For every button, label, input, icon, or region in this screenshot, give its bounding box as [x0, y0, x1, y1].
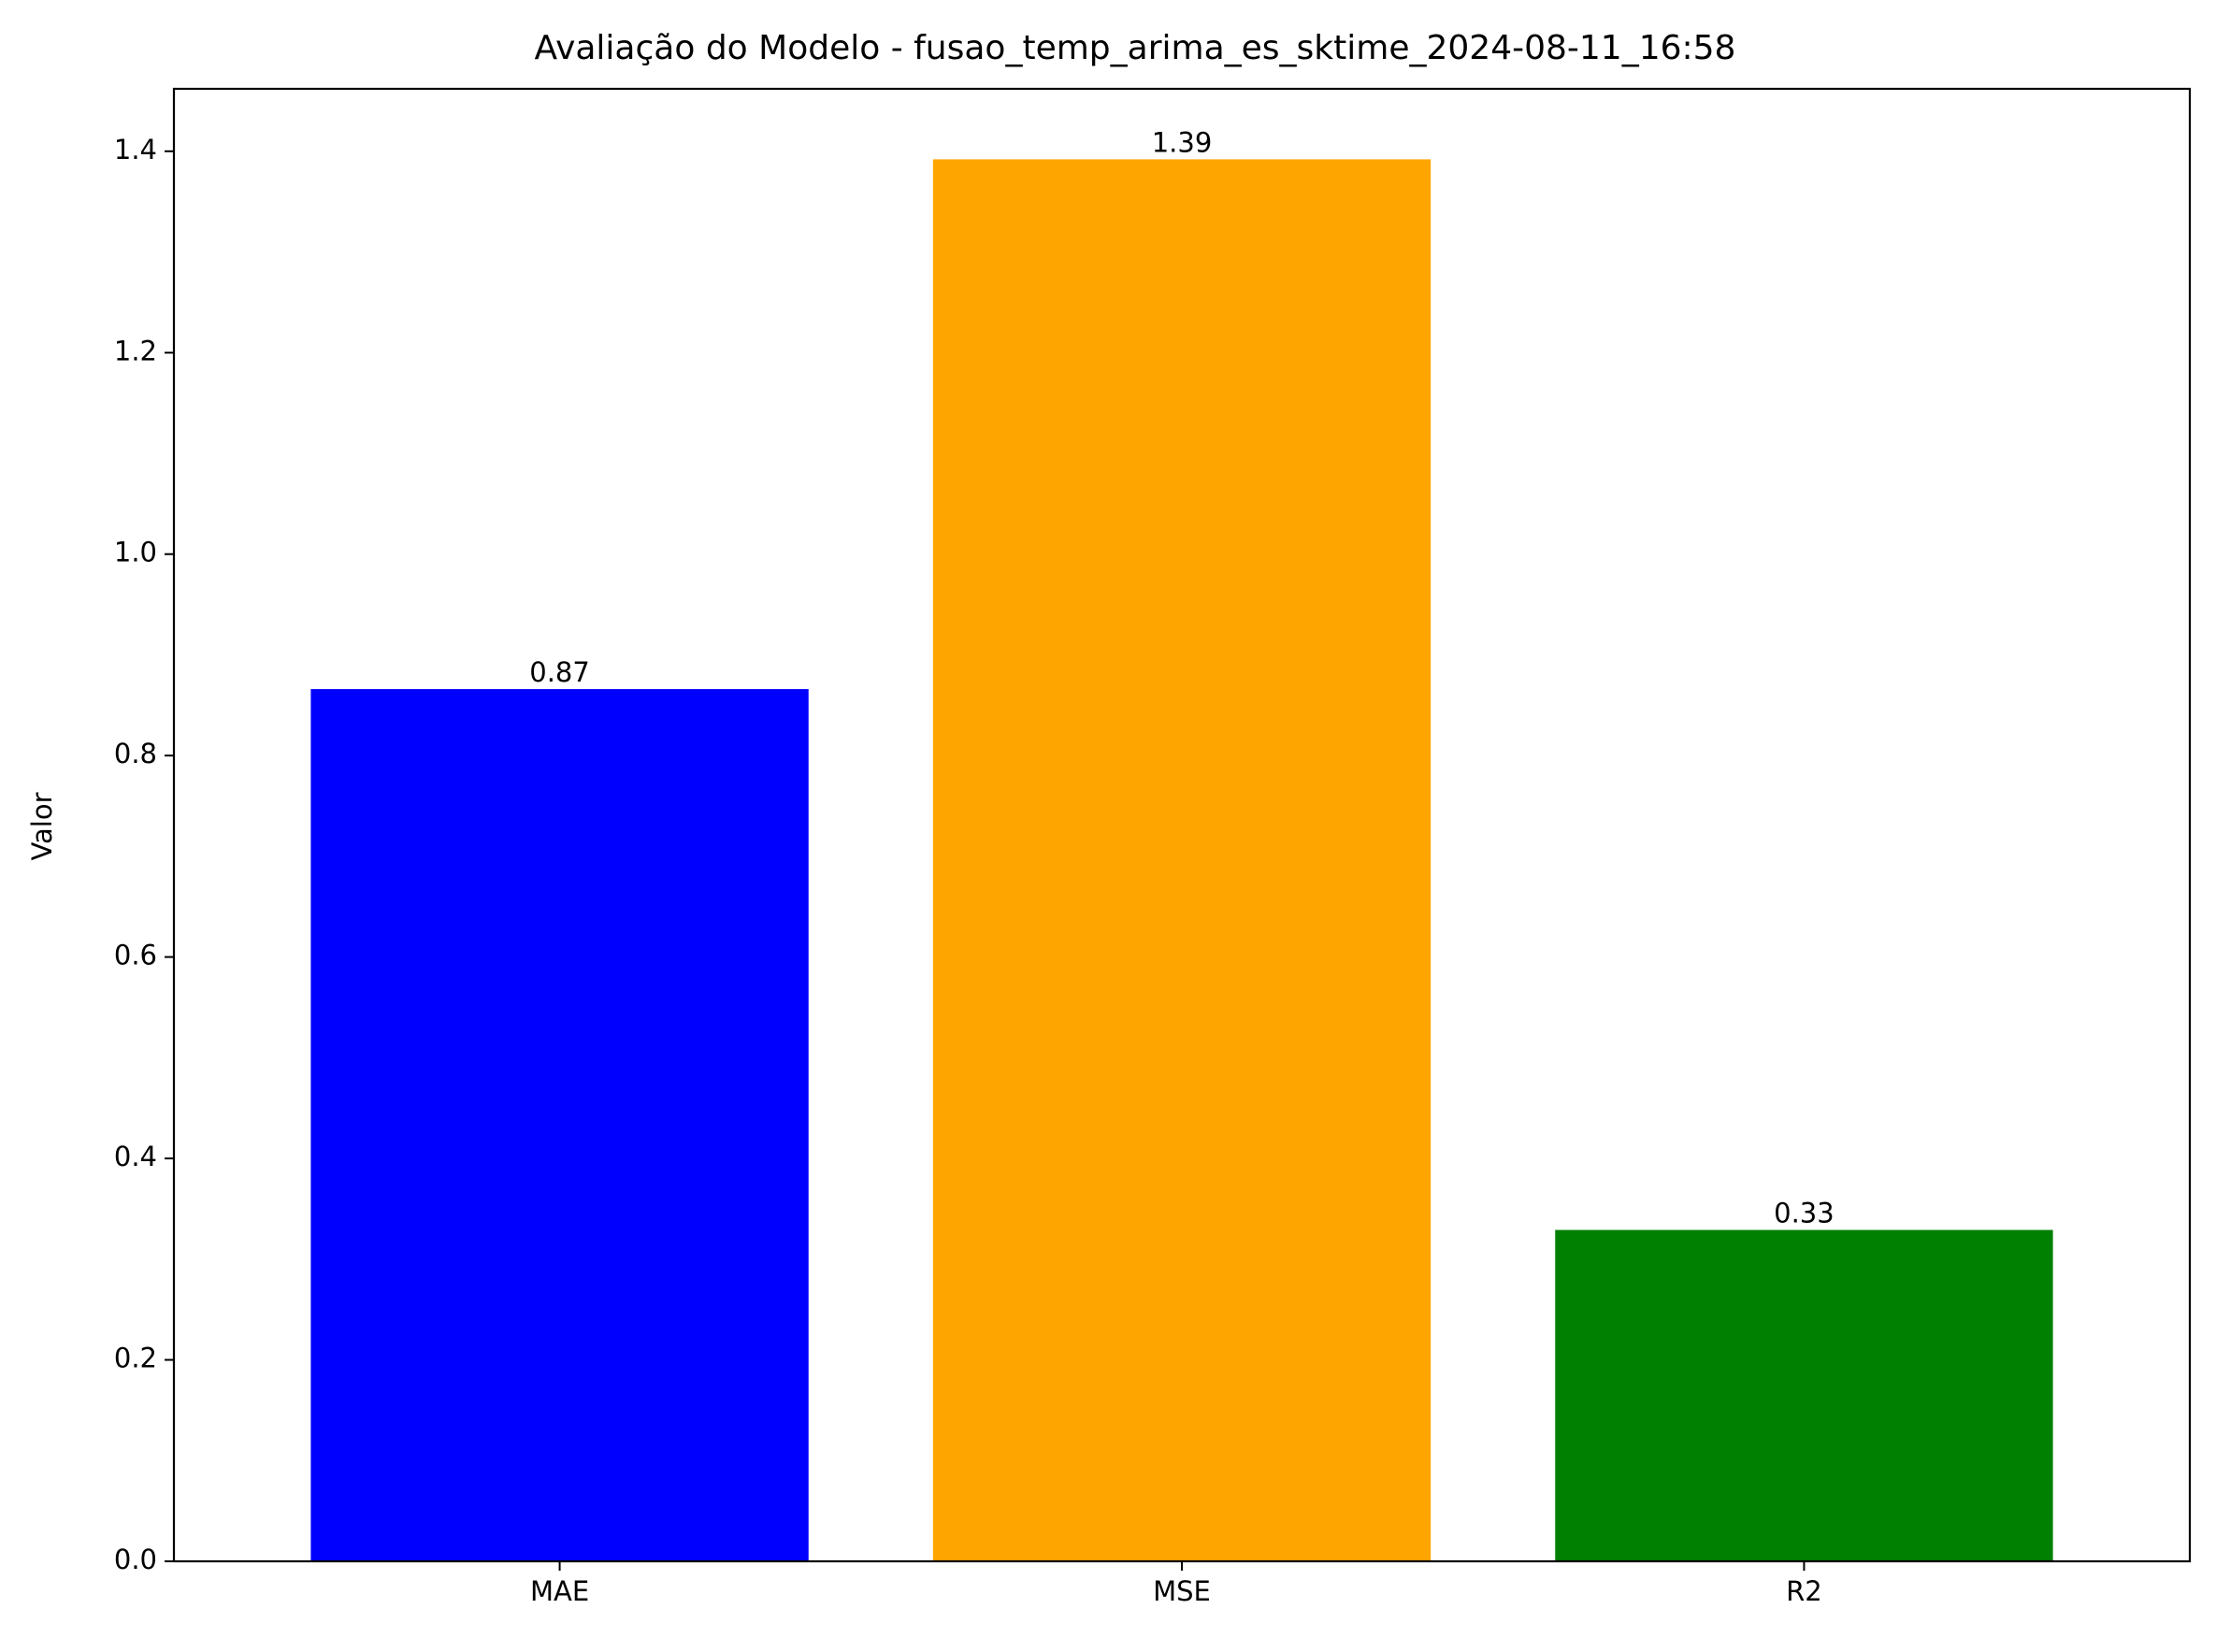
- chart-title: Avaliação do Modelo - fusao_temp_arima_e…: [535, 29, 1736, 67]
- y-tick-label: 0.6: [114, 940, 157, 971]
- y-tick-label: 0.4: [114, 1141, 157, 1172]
- y-tick-label: 1.2: [114, 335, 157, 366]
- value-labels-layer: 0.87 1.39 0.33: [529, 126, 1834, 1228]
- bar-mae: [310, 689, 809, 1561]
- x-tick-label-r2: R2: [1786, 1575, 1822, 1607]
- bar-r2: [1555, 1229, 2053, 1561]
- value-label-mae: 0.87: [529, 656, 590, 688]
- x-tick-label-mae: MAE: [530, 1575, 589, 1607]
- x-tick-label-mse: MSE: [1153, 1575, 1211, 1607]
- y-tick-label: 1.0: [114, 537, 157, 568]
- y-axis: 0.0 0.2 0.4 0.6 0.8 1.0 1.2 1.4: [114, 134, 174, 1575]
- y-tick-label: 0.0: [114, 1544, 157, 1575]
- y-tick-label: 1.4: [114, 134, 157, 165]
- bar-mse: [932, 159, 1432, 1561]
- x-axis: MAE MSE R2: [530, 1561, 1822, 1607]
- value-label-r2: 0.33: [1774, 1198, 1835, 1229]
- value-label-mse: 1.39: [1152, 126, 1213, 158]
- plot-area-frame: [172, 87, 2192, 1563]
- y-axis-label: Valor: [26, 792, 58, 860]
- y-tick-label: 0.8: [114, 738, 157, 769]
- y-tick-label: 0.2: [114, 1343, 157, 1374]
- bars-layer: [310, 159, 2053, 1561]
